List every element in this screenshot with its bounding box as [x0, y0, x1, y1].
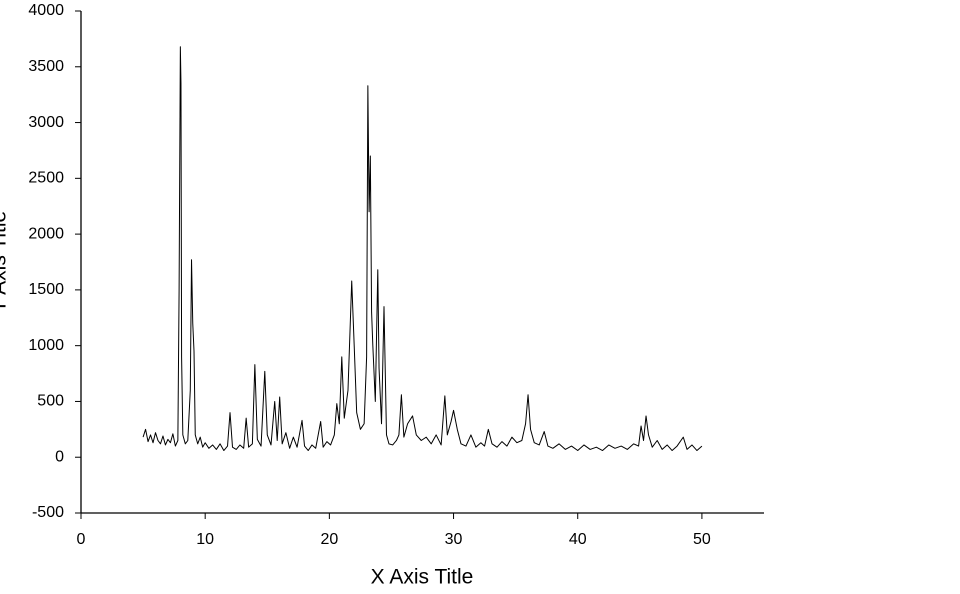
x-tick-label: 50 [693, 531, 711, 548]
y-tick-label: 4000 [28, 2, 64, 19]
x-tick-label: 30 [445, 531, 463, 548]
y-tick-label: 0 [55, 448, 64, 465]
y-tick-label: 1000 [28, 337, 64, 354]
x-tick-label: 40 [569, 531, 587, 548]
y-tick-label: 2000 [28, 225, 64, 242]
x-tick-label: 0 [77, 531, 86, 548]
y-tick-label: 3500 [28, 58, 64, 75]
x-tick-label: 20 [320, 531, 338, 548]
y-tick-label: 3000 [28, 114, 64, 131]
y-tick-label: 500 [37, 393, 64, 410]
y-tick-label: -500 [32, 504, 64, 521]
y-tick-label: 2500 [28, 170, 64, 187]
y-axis-title: Y Axis Title [0, 211, 11, 313]
x-axis-title: X Axis Title [371, 566, 474, 589]
data-line [142, 46, 703, 452]
x-tick-label: 10 [196, 531, 214, 548]
y-tick-label: 1500 [28, 281, 64, 298]
